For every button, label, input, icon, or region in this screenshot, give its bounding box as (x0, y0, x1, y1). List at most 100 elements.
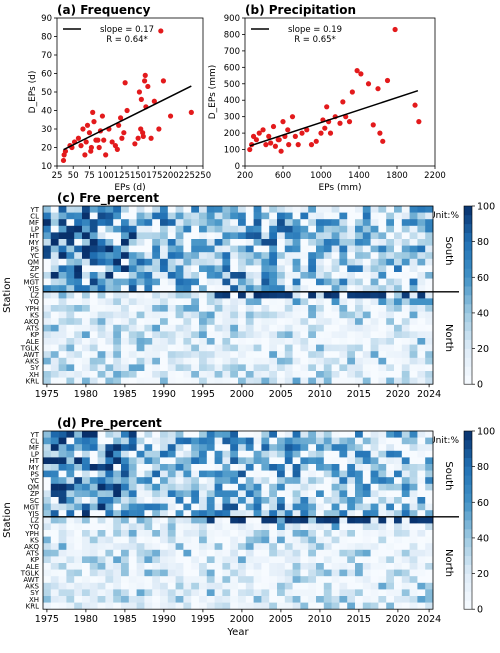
heatmap-cell (167, 470, 176, 478)
heatmap-cell (50, 245, 59, 253)
heatmap-cell (97, 324, 106, 332)
heatmap-cell (269, 311, 278, 319)
heatmap-cell (214, 464, 223, 471)
heatmap-cell (300, 291, 309, 299)
heatmap-cell (253, 252, 262, 260)
station-label: YPH (24, 530, 39, 538)
heatmap-cell (292, 364, 301, 372)
heatmap-cell (152, 338, 161, 345)
heatmap-cell (378, 252, 387, 260)
heatmap-cell (191, 444, 200, 452)
heatmap-cell (362, 206, 371, 213)
heatmap-cell (323, 258, 332, 266)
station-label: AKS (25, 358, 39, 366)
heatmap-cell (152, 298, 161, 306)
heatmap-cell (269, 252, 278, 260)
heatmap-cell (222, 357, 231, 365)
heatmap-cell (43, 364, 52, 372)
heatmap-cell (269, 503, 278, 511)
heatmap-cell (105, 569, 114, 577)
heatmap-cell (199, 258, 208, 266)
south-region-label: South (443, 461, 454, 490)
heatmap-cell (191, 377, 200, 385)
colorbar-segment (464, 321, 472, 332)
heatmap-cell (284, 212, 293, 220)
heatmap-cell (362, 298, 371, 306)
heatmap-cell (136, 563, 145, 570)
heatmap-cell (425, 596, 434, 603)
heatmap-cell (230, 563, 239, 570)
heatmap-cell (183, 364, 192, 372)
heatmap-cell (362, 503, 371, 511)
heatmap-cell (183, 596, 192, 603)
heatmap-cell (417, 503, 426, 511)
heatmap-cell (136, 338, 145, 345)
y-tick-label: 900 (224, 14, 240, 24)
heatmap-cell (128, 278, 137, 286)
data-point (327, 130, 334, 136)
heatmap-cell (144, 278, 153, 286)
heatmap-cell (370, 523, 379, 531)
heatmap-cell (136, 364, 145, 372)
station-label: YC (29, 477, 39, 485)
data-point (256, 130, 262, 136)
data-point (280, 119, 286, 125)
heatmap-cell (238, 450, 247, 458)
heatmap-cell (74, 258, 83, 266)
data-point (313, 138, 319, 144)
data-point (304, 127, 310, 133)
heatmap-cell (152, 431, 161, 438)
heatmap-cell (331, 503, 340, 511)
heatmap-cell (74, 364, 83, 372)
heatmap-cell (50, 344, 59, 352)
station-label: YQ (28, 298, 39, 306)
heatmap-cell (175, 311, 184, 319)
heatmap-cell (160, 576, 169, 584)
heatmap-cell (199, 576, 208, 584)
heatmap-cell (136, 239, 145, 246)
heatmap-cell (253, 510, 262, 518)
heatmap-cell (253, 483, 262, 491)
heatmap-cell (425, 212, 434, 220)
station-label: ZP (30, 490, 39, 498)
heatmap-cell (152, 582, 161, 590)
heatmap-cell (43, 596, 52, 603)
heatmap-cell (386, 318, 395, 326)
heatmap-cell (355, 272, 364, 279)
heatmap-cell (199, 212, 208, 220)
heatmap-cell (160, 549, 169, 557)
heatmap-cell (331, 569, 340, 577)
heatmap-cell (89, 470, 98, 478)
heatmap-cell (160, 523, 169, 531)
colorbar-tick-label: 20 (477, 344, 489, 355)
heatmap-cell (121, 556, 130, 564)
heatmap-cell (409, 444, 418, 452)
heatmap-cell (425, 530, 434, 537)
heatmap-cell (362, 232, 371, 240)
heatmap-cell (378, 563, 387, 570)
heatmap-cell (97, 549, 106, 557)
heatmap-cell (105, 265, 114, 273)
heatmap-cell (113, 364, 122, 372)
heatmap-cell (378, 344, 387, 352)
data-point (412, 102, 418, 108)
heatmap-cell (394, 232, 403, 240)
heatmap-cell (323, 543, 332, 551)
heatmap-cell (206, 318, 215, 326)
heatmap-cell (58, 364, 67, 372)
heatmap-cell (425, 252, 434, 260)
colorbar-tick-label: 20 (477, 569, 489, 580)
heatmap-cell (308, 258, 317, 266)
heatmap-cell (425, 483, 434, 491)
data-point (272, 143, 278, 149)
heatmap-cell (331, 497, 340, 504)
heatmap-cell (43, 351, 52, 359)
heatmap-cell (113, 516, 122, 524)
heatmap-cell (66, 311, 75, 319)
y-axis-label: Station (2, 277, 13, 313)
heatmap-cell (417, 523, 426, 531)
heatmap-cell (417, 444, 426, 452)
heatmap-cell (355, 351, 364, 359)
heatmap-cell (136, 305, 145, 312)
heatmap-cell (316, 212, 325, 220)
